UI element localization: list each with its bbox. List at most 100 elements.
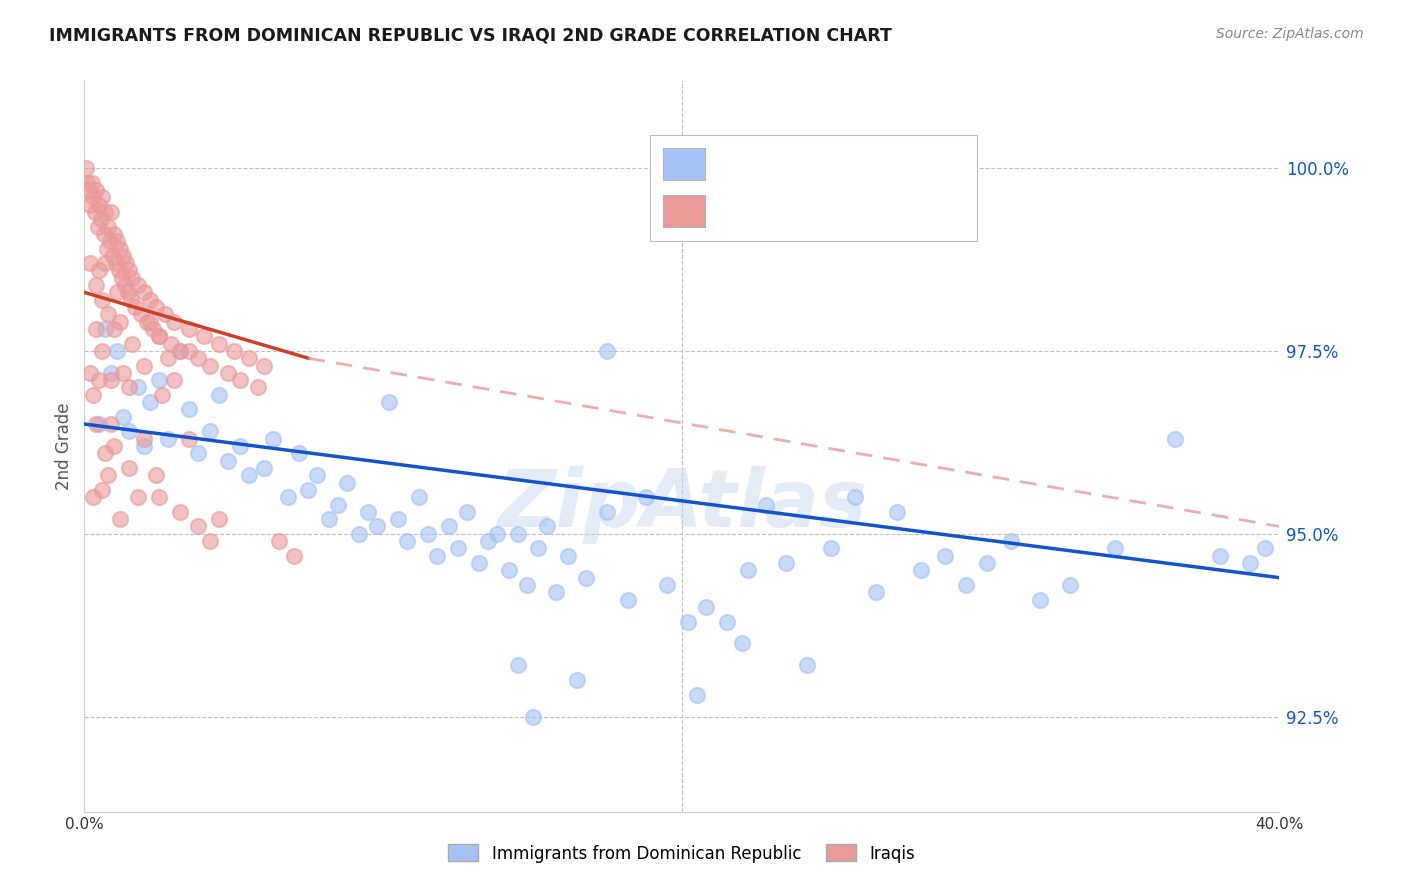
Point: [366, 519, 388, 533]
Point: [686, 688, 709, 702]
Point: [132, 432, 156, 446]
Point: [506, 526, 529, 541]
Point: [96, 242, 118, 256]
Point: [617, 592, 640, 607]
Point: [114, 278, 136, 293]
Point: [127, 278, 149, 293]
Point: [522, 709, 544, 723]
Point: [288, 446, 311, 460]
Point: [82, 388, 104, 402]
Point: [139, 395, 162, 409]
Point: [498, 563, 520, 577]
Point: [187, 351, 209, 366]
Point: [262, 432, 284, 446]
Point: [655, 578, 678, 592]
Point: [94, 205, 117, 219]
Point: [283, 549, 305, 563]
Point: [169, 343, 191, 358]
Point: [955, 578, 977, 592]
Point: [160, 336, 183, 351]
Point: [1209, 549, 1232, 563]
Point: [865, 585, 887, 599]
Point: [177, 432, 200, 446]
Point: [336, 475, 359, 490]
Text: R =: R =: [716, 202, 756, 220]
Point: [222, 343, 245, 358]
Text: R =: R =: [716, 155, 751, 173]
Point: [1000, 534, 1022, 549]
Point: [139, 315, 162, 329]
Point: [307, 468, 329, 483]
Point: [169, 343, 191, 358]
Point: [115, 256, 138, 270]
Point: [468, 556, 491, 570]
Point: [229, 373, 252, 387]
Point: [93, 227, 115, 241]
Point: [132, 359, 156, 373]
Point: [198, 534, 221, 549]
Point: [157, 351, 180, 366]
Point: [118, 263, 141, 277]
Point: [127, 380, 149, 394]
Point: [575, 571, 598, 585]
Point: [79, 366, 101, 380]
Point: [208, 512, 231, 526]
Text: ZipAtlas: ZipAtlas: [496, 466, 868, 543]
Point: [129, 307, 152, 321]
Point: [98, 234, 121, 248]
Point: [112, 409, 135, 424]
Point: [112, 366, 135, 380]
Point: [97, 468, 120, 483]
Point: [796, 658, 818, 673]
Point: [527, 541, 550, 556]
Point: [91, 343, 114, 358]
Point: [177, 343, 200, 358]
Point: [328, 498, 350, 512]
Point: [934, 549, 956, 563]
Point: [105, 343, 128, 358]
Point: [253, 359, 276, 373]
Point: [121, 270, 143, 285]
Point: [676, 615, 699, 629]
Point: [416, 526, 439, 541]
Point: [187, 519, 209, 533]
Point: [163, 373, 186, 387]
Point: [86, 322, 108, 336]
Point: [148, 329, 170, 343]
Point: [89, 417, 111, 431]
Point: [506, 658, 529, 673]
Point: [153, 307, 176, 321]
Point: [103, 439, 125, 453]
Point: [177, 322, 200, 336]
Point: [238, 468, 260, 483]
Point: [516, 578, 538, 592]
Point: [91, 483, 114, 497]
Point: [318, 512, 340, 526]
Point: [253, 461, 276, 475]
Point: [426, 549, 449, 563]
Point: [100, 417, 122, 431]
Legend: Immigrants from Dominican Republic, Iraqis: Immigrants from Dominican Republic, Iraq…: [441, 838, 922, 869]
Point: [267, 534, 290, 549]
Point: [755, 498, 778, 512]
Point: [110, 512, 132, 526]
Point: [357, 505, 380, 519]
Point: [124, 300, 146, 314]
Point: [844, 490, 866, 504]
Point: [447, 541, 470, 556]
Point: [177, 402, 200, 417]
Point: [408, 490, 430, 504]
Point: [82, 190, 104, 204]
Text: IMMIGRANTS FROM DOMINICAN REPUBLIC VS IRAQI 2ND GRADE CORRELATION CHART: IMMIGRANTS FROM DOMINICAN REPUBLIC VS IR…: [49, 27, 891, 45]
Point: [157, 432, 180, 446]
Point: [94, 256, 117, 270]
Point: [89, 197, 111, 211]
Point: [148, 490, 170, 504]
Point: [148, 329, 170, 343]
Point: [198, 425, 221, 439]
Point: [118, 380, 141, 394]
Point: [103, 322, 125, 336]
Text: -0.161: -0.161: [762, 202, 815, 220]
Point: [150, 388, 173, 402]
Point: [77, 183, 100, 197]
